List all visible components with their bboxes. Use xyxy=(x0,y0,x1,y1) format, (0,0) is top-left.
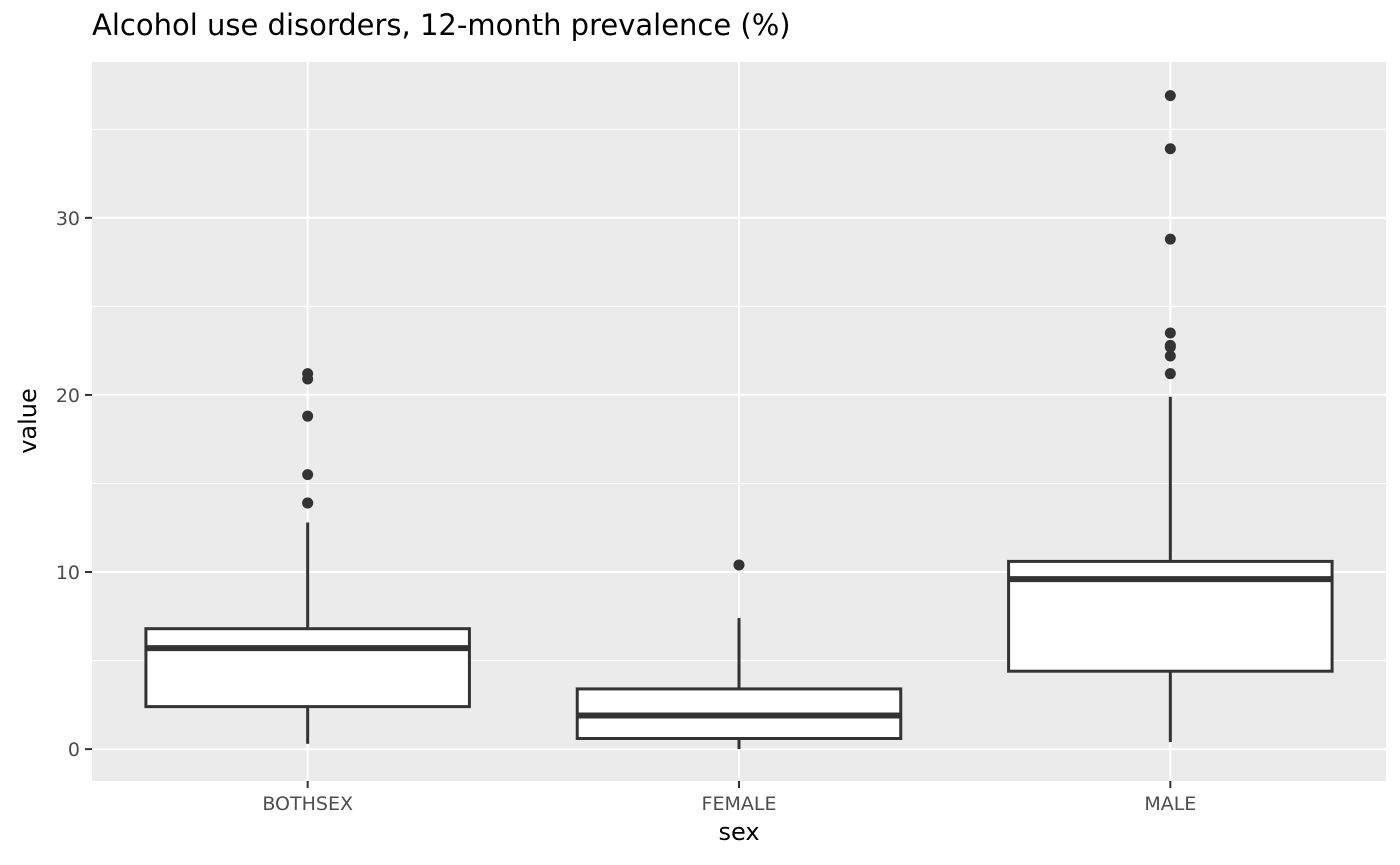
box-bothsex xyxy=(144,368,471,744)
outlier-point xyxy=(1164,368,1176,380)
outlier-point xyxy=(1164,233,1176,245)
outlier-point xyxy=(302,368,314,380)
y-axis: 0 10 20 30 xyxy=(56,208,92,761)
box-female xyxy=(575,559,903,750)
outlier-point xyxy=(1164,327,1176,339)
outlier-point xyxy=(302,469,314,481)
x-tick-label: FEMALE xyxy=(702,793,777,815)
outlier-point xyxy=(1164,339,1176,351)
x-axis-label: sex xyxy=(718,818,760,846)
x-tick-label: BOTHSEX xyxy=(262,793,353,815)
box-male xyxy=(1007,90,1334,743)
chart-title: Alcohol use disorders, 12-month prevalen… xyxy=(92,8,791,42)
outlier-point xyxy=(1164,143,1176,155)
boxes xyxy=(144,90,1334,750)
y-axis-label: value xyxy=(14,388,42,454)
outlier-point xyxy=(302,497,314,509)
outlier-point xyxy=(1164,90,1176,102)
outlier-point xyxy=(733,559,745,571)
y-tick-label: 30 xyxy=(56,208,80,230)
outlier-point xyxy=(1164,350,1176,362)
box-iqr xyxy=(144,627,471,709)
y-tick-label: 10 xyxy=(56,562,80,584)
y-tick-label: 20 xyxy=(56,385,80,407)
x-tick-label: MALE xyxy=(1144,793,1196,815)
outlier-point xyxy=(302,410,314,422)
x-axis: BOTHSEX FEMALE MALE xyxy=(262,781,1196,815)
y-tick-label: 0 xyxy=(68,739,80,761)
